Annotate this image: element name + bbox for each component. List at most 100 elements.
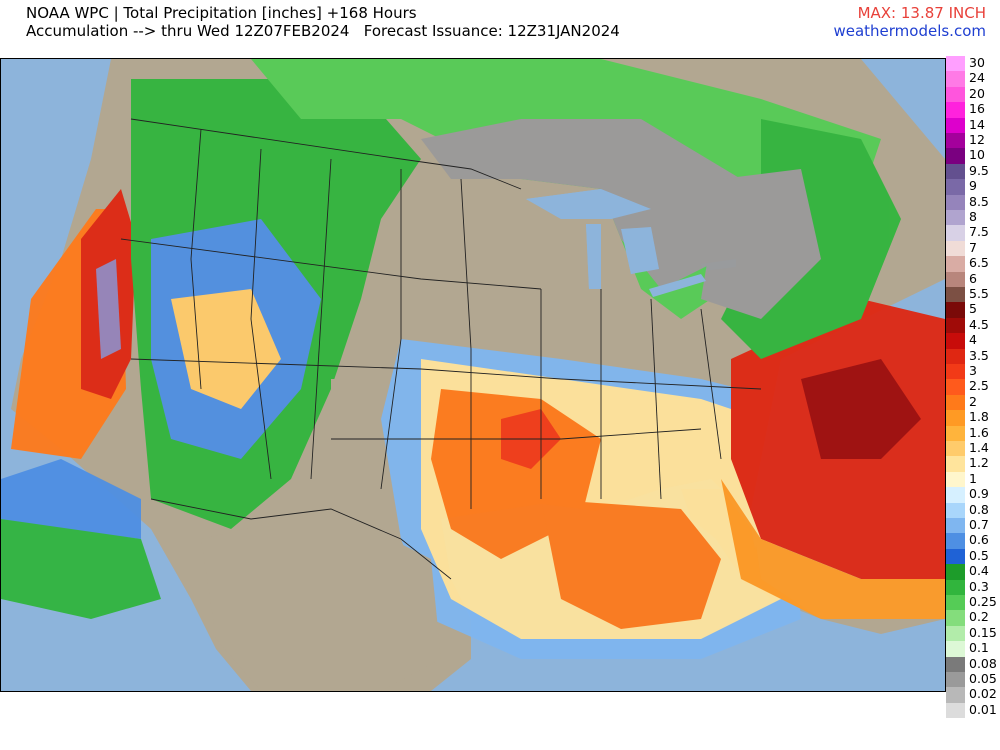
legend-label: 12 bbox=[969, 132, 985, 147]
legend-swatch bbox=[946, 148, 965, 164]
legend-entry: 1.6 bbox=[946, 424, 1000, 441]
legend-swatch bbox=[946, 410, 965, 426]
legend-swatch bbox=[946, 394, 965, 411]
legend-swatch bbox=[946, 117, 965, 133]
legend-swatch bbox=[946, 163, 965, 180]
legend-swatch bbox=[946, 348, 965, 364]
legend-swatch bbox=[946, 471, 965, 488]
legend-label: 3.5 bbox=[969, 347, 989, 363]
legend-entry: 2 bbox=[946, 394, 1000, 411]
legend-swatch bbox=[946, 317, 965, 334]
mexico-dry bbox=[201, 509, 441, 691]
legend-entry: 0.5 bbox=[946, 547, 1000, 565]
gulf-orange bbox=[541, 499, 721, 629]
legend-swatch bbox=[946, 441, 965, 457]
legend-entry: 8 bbox=[946, 209, 1000, 226]
legend-entry: 1.4 bbox=[946, 440, 1000, 457]
legend-swatch bbox=[946, 56, 965, 72]
legend-label: 6 bbox=[969, 270, 977, 286]
legend-swatch bbox=[946, 656, 965, 672]
pacific-blue-band bbox=[1, 459, 141, 539]
legend-entry: 10 bbox=[946, 147, 1000, 164]
legend-label: 0.01 bbox=[969, 701, 997, 717]
legend-entry: 4.5 bbox=[946, 317, 1000, 334]
precip-shading bbox=[1, 59, 945, 691]
legend-swatch bbox=[946, 333, 965, 349]
legend-entry: 0.2 bbox=[946, 609, 1000, 626]
legend-label: 30 bbox=[969, 55, 985, 70]
legend-swatch bbox=[946, 564, 965, 580]
legend-entry: 9.5 bbox=[946, 163, 1000, 180]
legend-swatch bbox=[946, 610, 965, 626]
us-mexico-border bbox=[150, 498, 452, 580]
legend-swatch bbox=[946, 364, 965, 380]
legend-entry: 0.15 bbox=[946, 625, 1000, 642]
legend-entry: 0.9 bbox=[946, 486, 1000, 503]
us-canada-border bbox=[130, 118, 522, 190]
legend-swatch bbox=[946, 425, 965, 441]
pacific-green-band bbox=[1, 519, 161, 619]
legend-entry: 9 bbox=[946, 178, 1000, 195]
legend-swatch bbox=[946, 595, 965, 611]
legend-label: 4 bbox=[969, 332, 977, 348]
legend-swatch bbox=[946, 287, 965, 303]
legend-swatch bbox=[946, 548, 965, 565]
legend-entry: 0.25 bbox=[946, 594, 1000, 611]
legend-swatch bbox=[946, 533, 965, 549]
legend-entry: 0.3 bbox=[946, 578, 1000, 595]
legend-swatch bbox=[946, 641, 965, 657]
legend-label: 8 bbox=[969, 209, 977, 224]
legend-label: 1.2 bbox=[969, 455, 989, 471]
legend-entry: 6 bbox=[946, 270, 1000, 287]
northeast-gray bbox=[701, 169, 821, 319]
legend-label: 1.4 bbox=[969, 440, 989, 455]
legend-swatch bbox=[946, 102, 965, 118]
legend-entry: 0.6 bbox=[946, 532, 1000, 549]
legend-label: 7.5 bbox=[969, 224, 989, 240]
legend-entry: 0.02 bbox=[946, 686, 1000, 703]
legend-entry: 12 bbox=[946, 132, 1000, 149]
legend-entry: 14 bbox=[946, 117, 1000, 133]
legend-label: 0.7 bbox=[969, 517, 989, 532]
legend-entry: 7 bbox=[946, 240, 1000, 257]
north-gray-dry bbox=[421, 119, 741, 289]
legend-entry: 16 bbox=[946, 101, 1000, 118]
legend-label: 0.5 bbox=[969, 547, 989, 563]
legend-swatch bbox=[946, 702, 965, 719]
legend-entry: 2.5 bbox=[946, 378, 1000, 395]
legend-entry: 3 bbox=[946, 363, 1000, 380]
legend-entry: 0.8 bbox=[946, 502, 1000, 518]
legend-swatch bbox=[946, 687, 965, 703]
legend-label: 0.4 bbox=[969, 563, 989, 579]
legend-entry: 0.05 bbox=[946, 671, 1000, 688]
legend-entry: 30 bbox=[946, 55, 1000, 72]
west-interior-yellow bbox=[171, 289, 281, 409]
chart-title: NOAA WPC | Total Precipitation [inches] … bbox=[26, 4, 417, 22]
legend-entry: 0.08 bbox=[946, 656, 1000, 672]
legend-label: 1.6 bbox=[969, 424, 989, 440]
legend-entry: 0.1 bbox=[946, 640, 1000, 657]
legend-swatch bbox=[946, 579, 965, 595]
legend-entry: 0.01 bbox=[946, 701, 1000, 719]
legend-swatch bbox=[946, 179, 965, 195]
legend-entry: 5 bbox=[946, 301, 1000, 318]
legend-swatch bbox=[946, 302, 965, 318]
legend-entry: 1 bbox=[946, 471, 1000, 488]
legend-entry: 20 bbox=[946, 85, 1000, 103]
legend-label: 0.1 bbox=[969, 640, 989, 656]
legend-entry: 3.5 bbox=[946, 347, 1000, 364]
legend-entry: 1.2 bbox=[946, 455, 1000, 472]
legend-label: 0.3 bbox=[969, 578, 989, 594]
legend-swatch bbox=[946, 672, 965, 688]
legend-label: 5 bbox=[969, 301, 977, 317]
legend-swatch bbox=[946, 625, 965, 642]
source-site-label: weathermodels.com bbox=[833, 22, 986, 40]
legend-entry: 8.5 bbox=[946, 194, 1000, 210]
legend-swatch bbox=[946, 456, 965, 472]
color-scale-legend: 30 24 20 16 14 12 10 9.5 9 8.5 8 7.5 7 6.5 6 5.5 5 4.5 4 3.… bbox=[946, 55, 1000, 750]
legend-label: 3 bbox=[969, 363, 977, 378]
legend-label: 20 bbox=[969, 85, 985, 101]
chart-subtitle: Accumulation --> thru Wed 12Z07FEB2024 F… bbox=[26, 22, 620, 40]
legend-swatch bbox=[946, 379, 965, 395]
legend-entry: 0.7 bbox=[946, 517, 1000, 534]
